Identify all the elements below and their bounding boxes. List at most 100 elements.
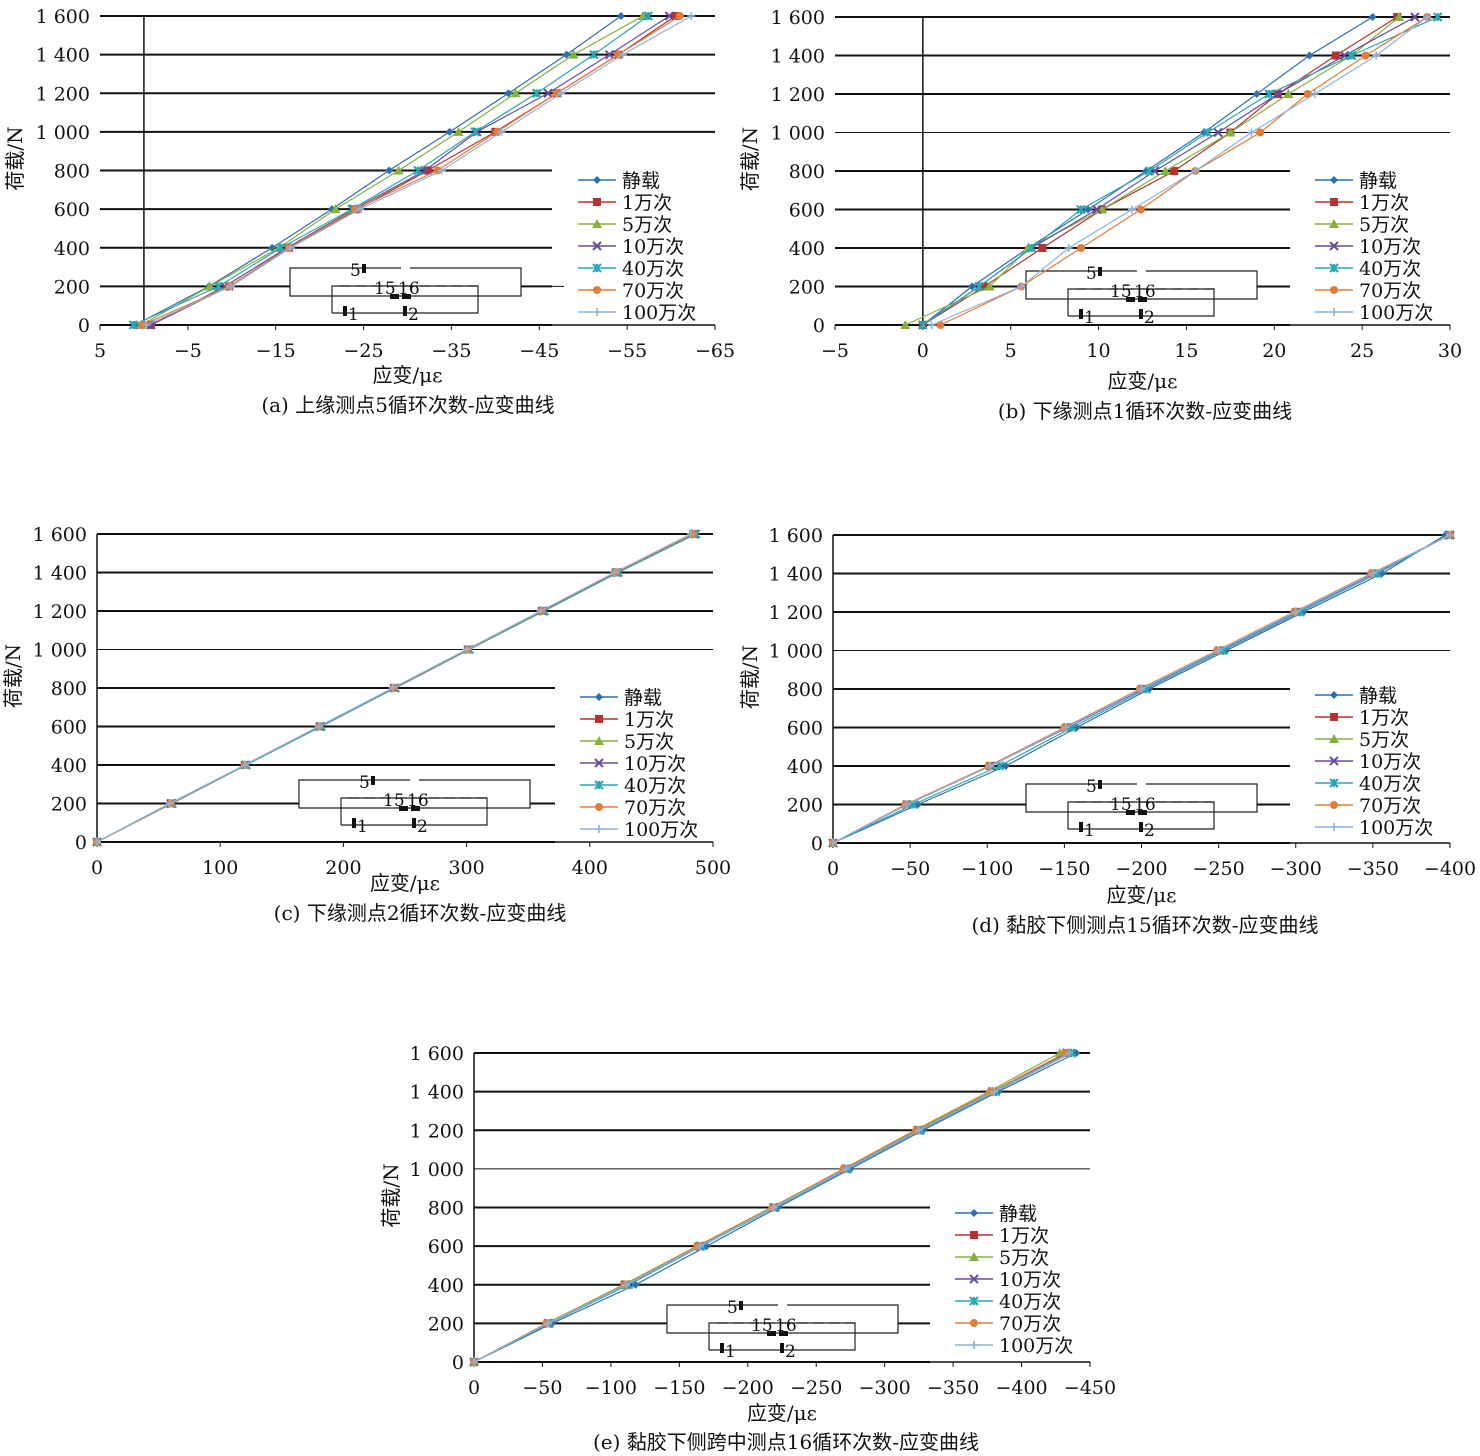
data-point xyxy=(687,12,696,20)
gauge-label-5: 5 xyxy=(1086,264,1097,284)
data-point xyxy=(1252,90,1261,98)
data-point xyxy=(1144,166,1155,176)
x-tick-label: −400 xyxy=(995,1377,1047,1399)
gauge-16-mark xyxy=(411,806,420,811)
x-tick-label: −15 xyxy=(256,340,296,362)
legend-label: 40万次 xyxy=(1359,773,1421,795)
data-point xyxy=(226,282,235,291)
gauge-1-mark xyxy=(343,306,347,316)
data-point xyxy=(93,838,101,846)
data-point xyxy=(914,1126,923,1135)
legend-label: 静载 xyxy=(999,1203,1037,1225)
x-axis-label: 应变/με xyxy=(1106,883,1176,907)
data-point xyxy=(618,50,627,59)
y-tick-label: 1 000 xyxy=(410,1159,464,1181)
legend-label: 100万次 xyxy=(624,819,698,841)
x-tick-label: 20 xyxy=(1262,340,1286,362)
data-point xyxy=(536,607,545,615)
gauge-label-16: 16 xyxy=(407,791,429,811)
legend-label: 10万次 xyxy=(1359,751,1421,773)
legend-marker xyxy=(1330,713,1338,721)
gauge-label-1: 1 xyxy=(1084,821,1095,841)
data-point xyxy=(1202,127,1213,138)
gauge-label-1: 1 xyxy=(357,817,368,837)
gauge-5-mark xyxy=(362,264,366,273)
data-point xyxy=(1017,282,1026,291)
data-point xyxy=(675,12,684,20)
legend-label: 5万次 xyxy=(1359,214,1409,236)
legend-label: 1万次 xyxy=(1359,707,1409,729)
data-point xyxy=(1331,51,1340,60)
x-axis-label: 应变/με xyxy=(372,363,442,387)
legend-marker xyxy=(1330,823,1338,831)
data-point xyxy=(445,127,454,136)
series-0 xyxy=(918,13,1377,329)
gauge-label-15: 15 xyxy=(1110,795,1132,815)
legend-marker xyxy=(970,1231,978,1239)
data-point xyxy=(1361,51,1370,60)
x-tick-label: 200 xyxy=(325,857,361,879)
legend-marker xyxy=(595,803,603,811)
data-point xyxy=(1027,243,1037,253)
y-axis-label: 荷载/N xyxy=(379,1163,403,1227)
x-tick-label: −65 xyxy=(695,340,735,362)
gauge-label-1: 1 xyxy=(725,1342,736,1362)
legend-marker xyxy=(970,1209,978,1217)
legend-marker xyxy=(1330,801,1338,809)
y-tick-label: 1 000 xyxy=(36,122,90,144)
data-point xyxy=(1127,205,1136,214)
data-point xyxy=(385,166,394,175)
gauge-label-15: 15 xyxy=(374,279,396,299)
data-point xyxy=(562,50,571,59)
legend-marker xyxy=(1330,286,1338,294)
x-tick-label: 10 xyxy=(1086,340,1110,362)
x-axis-label: 应变/με xyxy=(747,1401,817,1425)
y-tick-label: 200 xyxy=(787,795,823,817)
data-point xyxy=(453,126,464,136)
gauge-label-5: 5 xyxy=(1086,777,1097,797)
data-point xyxy=(1061,723,1070,732)
x-tick-label: −5 xyxy=(174,340,202,362)
legend-label: 70万次 xyxy=(1359,795,1421,817)
data-point xyxy=(918,320,928,330)
y-tick-label: 200 xyxy=(54,276,90,298)
legend-marker xyxy=(593,176,601,184)
data-point xyxy=(1310,90,1319,98)
y-tick-label: 800 xyxy=(51,678,87,700)
gauge-16-mark xyxy=(1138,297,1147,302)
legend-label: 100万次 xyxy=(1359,302,1433,324)
y-tick-label: 1 200 xyxy=(769,602,823,624)
legend-label: 5万次 xyxy=(1359,729,1409,751)
gauge-1-mark xyxy=(1079,309,1083,319)
y-tick-label: 400 xyxy=(787,756,823,778)
legend-label: 100万次 xyxy=(999,1335,1073,1357)
data-point xyxy=(543,1319,552,1328)
x-tick-label: −55 xyxy=(607,340,647,362)
data-point xyxy=(1303,90,1312,98)
beam-schematic: 5 15 16 1 2 xyxy=(1025,777,1258,841)
x-tick-label: −450 xyxy=(1064,1377,1116,1399)
data-point xyxy=(165,799,174,808)
gauge-2-mark xyxy=(1139,822,1143,832)
data-point xyxy=(276,242,286,253)
gauge-15-mark xyxy=(767,1331,776,1336)
data-point xyxy=(671,12,680,20)
y-tick-label: 200 xyxy=(51,794,87,816)
data-point xyxy=(1247,128,1256,137)
beam-schematic: 5 15 16 1 2 xyxy=(666,1298,899,1362)
y-tick-label: 0 xyxy=(813,315,825,337)
gauge-label-2: 2 xyxy=(417,817,428,837)
data-point xyxy=(470,1358,478,1366)
legend-label: 70万次 xyxy=(1359,280,1421,302)
chart-panel: 0 200 400 600 800 1 000 1 200 1 400 1 600 0 −50 −10… xyxy=(738,525,1476,937)
data-point xyxy=(1160,166,1171,175)
x-tick-label: −35 xyxy=(431,340,471,362)
data-point xyxy=(604,49,615,60)
gauge-15-mark xyxy=(399,806,408,811)
gauge-16-mark xyxy=(779,1331,788,1336)
x-tick-label: 5 xyxy=(94,340,106,362)
legend-label: 静载 xyxy=(1359,170,1397,192)
